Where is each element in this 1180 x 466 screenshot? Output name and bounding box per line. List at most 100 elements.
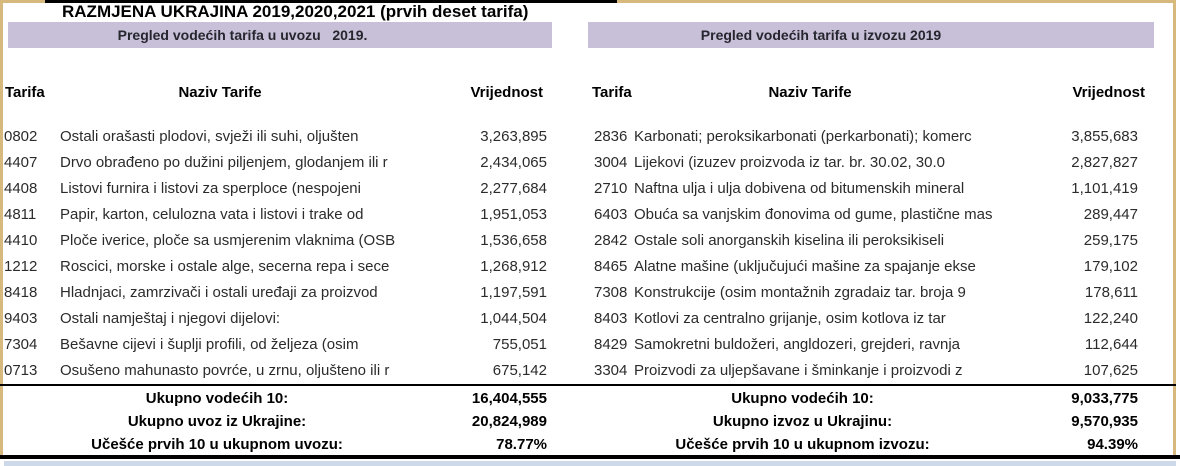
table-row: 8429 Samokretni buldožeri, angldozeri, gr… (590, 332, 1148, 358)
table-row: 4407 Drvo obrađeno po dužini piljenjem, g… (2, 150, 552, 176)
tariff-name: Konstrukcije (osim montažnih zgradaiz ta… (634, 284, 966, 301)
tariff-value: 1,197,591 (480, 284, 547, 301)
sheet-border-left (0, 0, 3, 455)
tariff-value: 2,434,065 (480, 154, 547, 171)
summary-label: Ukupno vodećih 10: (731, 390, 874, 407)
table-row: 2836 Karbonati; peroksikarbonati (perkarb… (590, 124, 1148, 150)
table-row: 8403 Kotlovi za centralno grijanje, osim … (590, 306, 1148, 332)
bottom-thick-rule (0, 455, 1180, 459)
tariff-name: Papir, karton, celulozna vata i listovi … (60, 206, 364, 223)
tariff-value: 179,102 (1083, 258, 1138, 275)
summary-value: 94.39% (1087, 436, 1138, 453)
tariff-value: 1,951,053 (480, 206, 547, 223)
table-row: 7304 Bešavne cijevi i šuplji profili, od … (2, 332, 552, 358)
uvoz-summary: Ukupno vodećih 10: 16,404,555 Ukupno uvoz … (2, 387, 552, 456)
table-row: 4408 Listovi furnira i listovi za sperplo… (2, 176, 552, 202)
tariff-name: Karbonati; peroksikarbonati (perkarbonat… (634, 128, 972, 145)
tariff-name: Kotlovi za centralno grijanje, osim kotl… (634, 310, 946, 327)
table-row: 0713 Osušeno mahunasto povrće, u zrnu, ol… (2, 358, 552, 384)
tariff-name: Lijekovi (izuzev proizvoda iz tar. br. 3… (634, 154, 946, 171)
tariff-name: Hladnjaci, zamrzivači i ostali uređaji z… (60, 284, 378, 301)
tariff-name: Proizvodi za uljepšavane i šminkanje i p… (634, 362, 963, 379)
tariff-name: Drvo obrađeno po dužini piljenjem, gloda… (60, 154, 388, 171)
tariff-value: 107,625 (1083, 362, 1138, 379)
tarifa-code: 9403 (4, 310, 38, 327)
tariff-value: 675,142 (492, 362, 547, 379)
tariff-name: Ostali orašasti plodovi, svježi ili suhi… (60, 128, 359, 145)
summary-top-rule (0, 384, 1176, 386)
summary-label: Učešće prvih 10 u ukupnom izvozu: (675, 436, 930, 453)
report-title: RAZMJENA UKRAJINA 2019,2020,2021 (prvih … (62, 2, 529, 21)
table-row: 8418 Hladnjaci, zamrzivači i ostali uređa… (2, 280, 552, 306)
tarifa-code: 4410 (4, 232, 38, 249)
table-row: 9403 Ostali namještaj i njegovi dijelovi:… (2, 306, 552, 332)
summary-row: Učešće prvih 10 u ukupnom uvozu: 78.77% (2, 433, 552, 456)
summary-value: 9,570,935 (1071, 413, 1138, 430)
tariff-name: Ploče iverice, ploče sa usmjerenim vlakn… (60, 232, 396, 249)
tarifa-code: 1212 (4, 258, 38, 275)
izvoz-table-body: 2836 Karbonati; peroksikarbonati (perkarb… (590, 124, 1148, 384)
uvoz-section-header: Pregled vodećih tarifa u uvozu 2019. (8, 22, 552, 48)
tariff-name: Roscici, morske i ostale alge, secerna r… (60, 258, 390, 275)
tariff-value: 122,240 (1083, 310, 1138, 327)
tarifa-code: 7304 (4, 336, 38, 353)
tariff-value: 2,827,827 (1071, 154, 1138, 171)
tarifa-code: 4811 (4, 206, 37, 223)
izvoz-col-header-vrijednost: Vrijednost (1072, 84, 1145, 101)
table-row: 1212 Roscici, morske i ostale alge, secer… (2, 254, 552, 280)
tarifa-code: 2842 (594, 232, 628, 249)
tarifa-code: 0802 (4, 128, 38, 145)
table-row: 7308 Konstrukcije (osim montažnih zgradai… (590, 280, 1148, 306)
tariff-name: Alatne mašine (uključujući mašine za spa… (634, 258, 976, 275)
bottom-blue-strip (4, 461, 1176, 466)
summary-row: Učešće prvih 10 u ukupnom izvozu: 94.39% (590, 433, 1148, 456)
uvoz-table-body: 0802 Ostali orašasti plodovi, svježi ili … (2, 124, 552, 384)
table-row: 3304 Proizvodi za uljepšavane i šminkanje… (590, 358, 1148, 384)
summary-label: Učešće prvih 10 u ukupnom uvozu: (91, 436, 343, 453)
tarifa-code: 4407 (4, 154, 38, 171)
tarifa-code: 8465 (594, 258, 628, 275)
summary-row: Ukupno izvoz u Ukrajinu: 9,570,935 (590, 410, 1148, 433)
tarifa-code: 8429 (594, 336, 628, 353)
izvoz-section-header: Pregled vodećih tarifa u izvozu 2019 (588, 22, 1154, 48)
tariff-value: 1,536,658 (480, 232, 547, 249)
tariff-value: 289,447 (1083, 206, 1138, 223)
summary-label: Ukupno izvoz u Ukrajinu: (712, 413, 893, 430)
izvoz-col-header-tarifa: Tarifa (592, 84, 632, 101)
title-top-rule (45, 0, 617, 3)
table-row: 0802 Ostali orašasti plodovi, svježi ili … (2, 124, 552, 150)
tariff-value: 3,855,683 (1071, 128, 1138, 145)
tarifa-code: 0713 (4, 362, 38, 379)
tariff-value: 112,644 (1084, 336, 1138, 353)
table-row: 6403 Obuća sa vanjskim đonovima od gume, … (590, 202, 1148, 228)
tariff-name: Osušeno mahunasto povrće, u zrnu, oljušt… (60, 362, 390, 379)
tarifa-code: 2836 (594, 128, 628, 145)
tariff-name: Ostale soli anorganskih kiselina ili per… (634, 232, 945, 249)
tariff-value: 178,611 (1084, 284, 1138, 301)
summary-value: 20,824,989 (471, 413, 547, 430)
tarifa-code: 3304 (594, 362, 628, 379)
uvoz-col-header-naziv: Naziv Tarife (178, 84, 262, 101)
tariff-name: Samokretni buldožeri, angldozeri, grejde… (634, 336, 961, 353)
uvoz-col-header-vrijednost: Vrijednost (470, 84, 543, 101)
table-row: 4410 Ploče iverice, ploče sa usmjerenim v… (2, 228, 552, 254)
izvoz-summary: Ukupno vodećih 10: 9,033,775 Ukupno izvoz … (590, 387, 1148, 456)
tariff-value: 3,263,895 (480, 128, 547, 145)
table-row: 3004 Lijekovi (izuzev proizvoda iz tar. b… (590, 150, 1148, 176)
summary-row: Ukupno uvoz iz Ukrajine: 20,824,989 (2, 410, 552, 433)
uvoz-col-header-tarifa: Tarifa (5, 84, 45, 101)
table-row: 2842 Ostale soli anorganskih kiselina ili… (590, 228, 1148, 254)
tariff-value: 1,044,504 (480, 310, 547, 327)
summary-label: Ukupno vodećih 10: (145, 390, 289, 407)
tarifa-code: 6403 (594, 206, 628, 223)
tarifa-code: 3004 (594, 154, 628, 171)
sheet-border-right (1173, 0, 1176, 455)
table-row: 2710 Naftna ulja i ulja dobivena od bitum… (590, 176, 1148, 202)
tariff-name: Listovi furnira i listovi za sperploce (… (60, 180, 361, 197)
summary-row: Ukupno vodećih 10: 16,404,555 (2, 387, 552, 410)
tarifa-code: 2710 (594, 180, 628, 197)
summary-value: 16,404,555 (471, 390, 547, 407)
tariff-value: 2,277,684 (480, 180, 547, 197)
summary-value: 78.77% (496, 436, 547, 453)
tarifa-code: 8403 (594, 310, 628, 327)
